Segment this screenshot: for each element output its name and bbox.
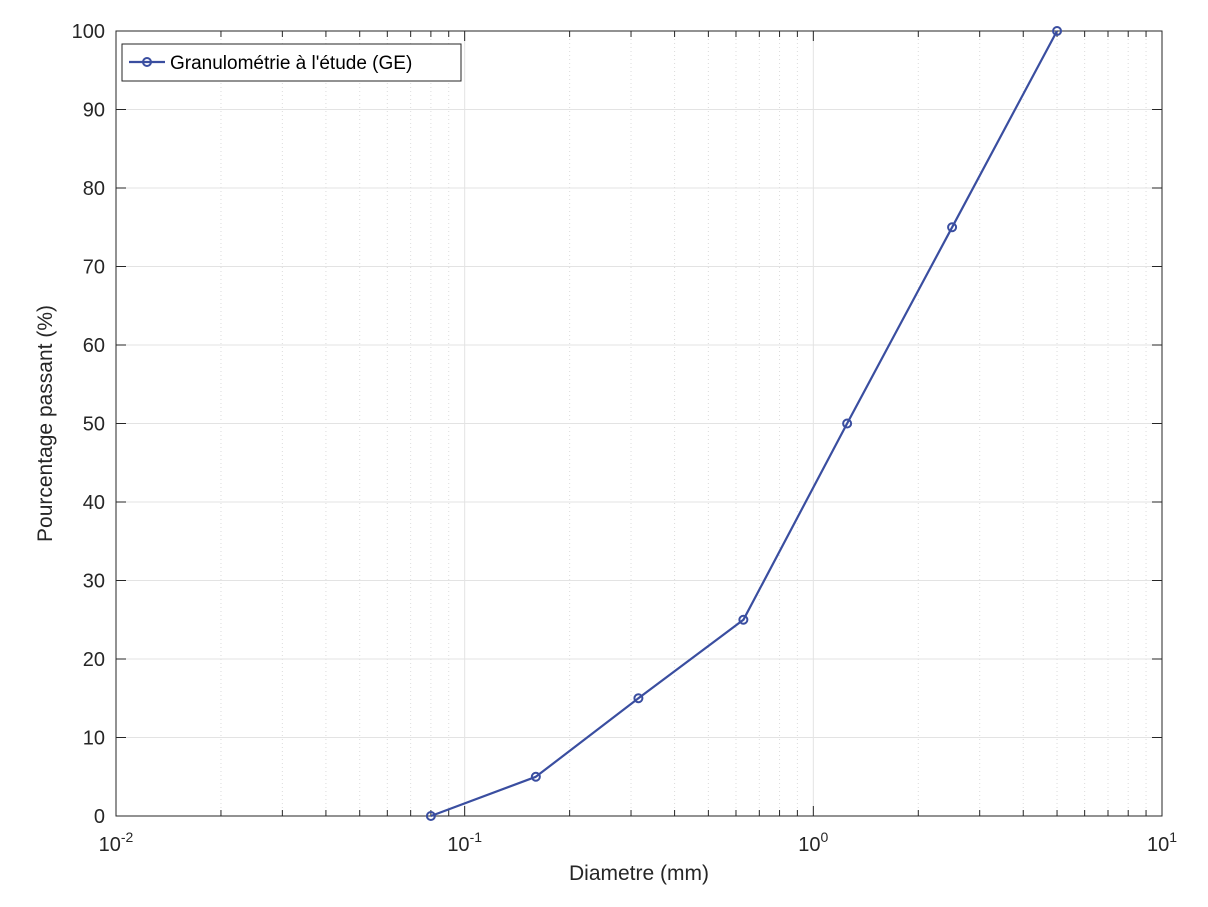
data-point-marker (633, 693, 644, 704)
x-tick-label: 101 (1147, 829, 1177, 856)
plot-frame (115, 30, 1163, 817)
series-line (430, 30, 1058, 818)
y-tick-label: 50 (83, 414, 105, 436)
x-axis-label: Diametre (mm) (569, 862, 709, 885)
legend-box (121, 43, 462, 82)
legend-marker (142, 57, 152, 67)
x-tick-label: 10-2 (99, 829, 134, 856)
data-point-marker (425, 811, 436, 821)
y-tick-label: 10 (83, 728, 105, 750)
y-tick-label: 80 (83, 178, 105, 200)
y-tick-label: 0 (94, 806, 105, 828)
y-axis-label: Pourcentage passant (%) (34, 305, 57, 542)
y-tick-label: 90 (83, 100, 105, 122)
y-tick-label: 60 (83, 335, 105, 357)
series-layer (425, 26, 1063, 821)
data-point-marker (1052, 26, 1063, 36)
legend: Granulométrie à l'étude (GE) (121, 43, 462, 82)
data-point-marker (530, 771, 541, 782)
x-tick-label: 100 (798, 829, 828, 856)
y-tick-label: 100 (72, 21, 105, 43)
legend-entry-label: Granulométrie à l'étude (GE) (170, 53, 412, 74)
x-tick-labels: 10-2 10-1 100 101 (99, 829, 1178, 856)
y-tick-label: 40 (83, 492, 105, 514)
y-tick-label: 70 (83, 257, 105, 279)
y-tick-labels: 0 10 20 30 40 50 60 70 80 90 100 (72, 21, 105, 828)
x-tick-label: 10-1 (447, 829, 482, 856)
data-point-marker (842, 418, 853, 429)
y-tick-label: 30 (83, 571, 105, 593)
data-point-marker (947, 222, 958, 233)
data-point-marker (738, 614, 749, 625)
y-tick-label: 20 (83, 649, 105, 671)
